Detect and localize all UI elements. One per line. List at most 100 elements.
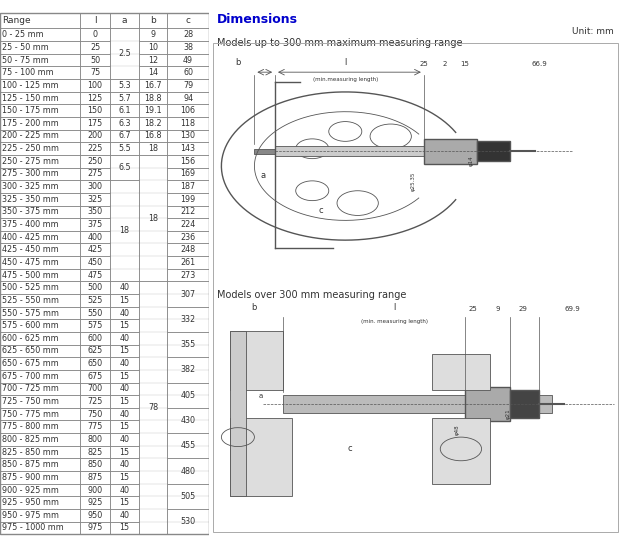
Text: 775 - 800 mm: 775 - 800 mm <box>2 422 59 431</box>
Polygon shape <box>432 418 490 484</box>
Polygon shape <box>511 390 539 418</box>
Text: 100: 100 <box>88 81 103 90</box>
Text: 2.5: 2.5 <box>118 49 131 58</box>
Text: 60: 60 <box>183 68 193 77</box>
Text: 625: 625 <box>88 346 103 355</box>
Text: 40: 40 <box>119 435 129 444</box>
Text: 29: 29 <box>519 306 527 312</box>
Text: 475: 475 <box>88 271 103 280</box>
Text: 650: 650 <box>88 359 103 368</box>
Text: 15: 15 <box>119 321 129 330</box>
Text: 10: 10 <box>148 43 158 52</box>
Text: (min.measuring length): (min.measuring length) <box>313 77 378 82</box>
Text: 600: 600 <box>88 334 103 343</box>
Text: 40: 40 <box>119 359 129 368</box>
Polygon shape <box>432 354 490 390</box>
Text: 450: 450 <box>88 258 103 267</box>
Text: 18.2: 18.2 <box>144 119 162 128</box>
Text: 300 - 325 mm: 300 - 325 mm <box>2 182 58 191</box>
Text: 40: 40 <box>119 384 129 394</box>
Text: 12: 12 <box>148 55 158 64</box>
Text: 800: 800 <box>88 435 103 444</box>
Text: 100 - 125 mm: 100 - 125 mm <box>2 81 58 90</box>
Text: 325: 325 <box>88 195 103 204</box>
Text: 9: 9 <box>496 306 500 312</box>
Text: 382: 382 <box>180 365 196 374</box>
Text: 199: 199 <box>180 195 196 204</box>
Text: 250: 250 <box>88 157 103 166</box>
Text: 15: 15 <box>119 346 129 355</box>
Text: 40: 40 <box>119 511 129 520</box>
Text: 6.7: 6.7 <box>118 132 131 141</box>
Text: 79: 79 <box>183 81 193 90</box>
Text: 5.7: 5.7 <box>118 93 131 103</box>
Text: 6.1: 6.1 <box>118 106 131 115</box>
Text: 40: 40 <box>119 485 129 495</box>
Text: 850 - 875 mm: 850 - 875 mm <box>2 460 59 469</box>
Text: 18: 18 <box>148 214 158 223</box>
Text: 15: 15 <box>119 422 129 431</box>
Text: 375: 375 <box>88 220 103 229</box>
Text: 200: 200 <box>88 132 103 141</box>
Text: 275: 275 <box>88 169 103 178</box>
Text: 300: 300 <box>88 182 103 191</box>
Polygon shape <box>275 146 432 156</box>
Text: 5.5: 5.5 <box>118 144 131 153</box>
Text: 261: 261 <box>180 258 196 267</box>
Polygon shape <box>254 149 275 154</box>
Text: 187: 187 <box>180 182 196 191</box>
Text: 925 - 950 mm: 925 - 950 mm <box>2 498 59 507</box>
Text: 16.8: 16.8 <box>144 132 162 141</box>
Text: 875 - 900 mm: 875 - 900 mm <box>2 473 59 482</box>
Text: 875: 875 <box>88 473 103 482</box>
Text: 15: 15 <box>119 448 129 456</box>
Text: 40: 40 <box>119 410 129 419</box>
Text: 600 - 625 mm: 600 - 625 mm <box>2 334 58 343</box>
Text: 15: 15 <box>119 498 129 507</box>
Text: 236: 236 <box>180 233 196 242</box>
Text: 19.1: 19.1 <box>144 106 162 115</box>
Text: 625 - 650 mm: 625 - 650 mm <box>2 346 59 355</box>
Text: 425 - 450 mm: 425 - 450 mm <box>2 245 59 255</box>
Text: c: c <box>347 445 351 453</box>
Text: a: a <box>260 171 265 180</box>
Text: l: l <box>94 17 96 25</box>
Text: 250 - 275 mm: 250 - 275 mm <box>2 157 59 166</box>
Text: 25: 25 <box>90 43 100 52</box>
Polygon shape <box>230 418 292 496</box>
Text: 15: 15 <box>119 473 129 482</box>
Text: 675 - 700 mm: 675 - 700 mm <box>2 372 59 381</box>
Text: 700: 700 <box>88 384 103 394</box>
Text: Unit: mm: Unit: mm <box>572 27 614 36</box>
Text: 575 - 600 mm: 575 - 600 mm <box>2 321 59 330</box>
Text: 50 - 75 mm: 50 - 75 mm <box>2 55 49 64</box>
Text: 500 - 525 mm: 500 - 525 mm <box>2 283 59 292</box>
Text: 130: 130 <box>180 132 195 141</box>
Text: 500: 500 <box>88 283 103 292</box>
Text: 118: 118 <box>180 119 195 128</box>
Text: Models up to 300 mm maximum measuring range: Models up to 300 mm maximum measuring ra… <box>217 38 463 48</box>
Text: 150 - 175 mm: 150 - 175 mm <box>2 106 59 115</box>
Text: 505: 505 <box>180 492 196 501</box>
Text: 6.3: 6.3 <box>118 119 131 128</box>
Text: 40: 40 <box>119 283 129 292</box>
Text: a: a <box>121 17 127 25</box>
Text: 248: 248 <box>180 245 196 255</box>
Text: 25: 25 <box>469 306 478 312</box>
Text: 405: 405 <box>180 391 196 400</box>
Polygon shape <box>478 141 511 161</box>
Text: 66.9: 66.9 <box>532 61 547 67</box>
Text: b: b <box>252 303 257 312</box>
Text: φ14: φ14 <box>469 156 474 166</box>
Text: 9: 9 <box>151 30 156 39</box>
Text: 525: 525 <box>88 296 103 305</box>
Text: 75: 75 <box>90 68 100 77</box>
Text: 450 - 475 mm: 450 - 475 mm <box>2 258 59 267</box>
Text: 14: 14 <box>148 68 158 77</box>
Text: 50: 50 <box>90 55 100 64</box>
Text: 825 - 850 mm: 825 - 850 mm <box>2 448 59 456</box>
Text: 550 - 575 mm: 550 - 575 mm <box>2 308 59 317</box>
Text: 900: 900 <box>88 485 103 495</box>
Text: (min. measuring length): (min. measuring length) <box>361 318 429 324</box>
Text: 25: 25 <box>419 61 428 67</box>
